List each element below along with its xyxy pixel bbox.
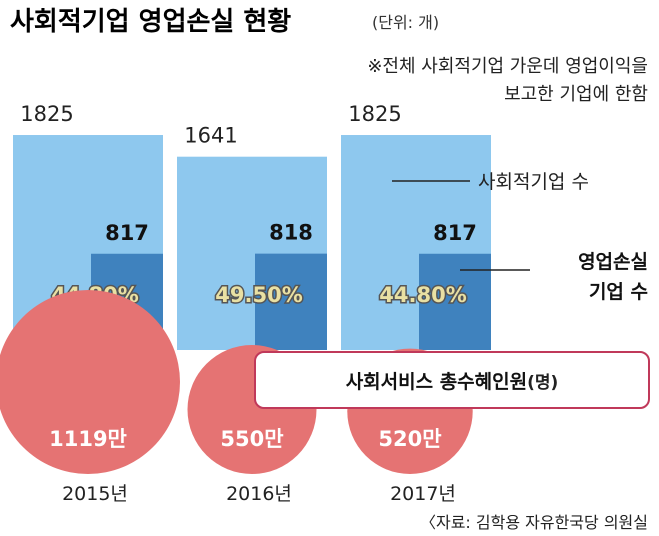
chart-title: 사회적기업 영업손실 현황 xyxy=(10,7,291,37)
people-box-title-text: 사회서비스 총수혜인원 xyxy=(346,371,527,393)
people-box-title: 사회서비스 총수혜인원(명) xyxy=(346,371,559,393)
year-label: 2016년 xyxy=(226,483,292,505)
source-label: 〈자료: 김학용 자유한국당 의원실 xyxy=(420,513,648,532)
people-value-label: 520만 xyxy=(378,427,441,451)
bar-loss xyxy=(255,253,327,350)
year-label: 2015년 xyxy=(62,483,128,505)
note-line-2: 보고한 기업에 한함 xyxy=(504,84,648,105)
years-layer: 2015년 2016년 2017년 xyxy=(62,483,456,505)
legend-loss-label-2: 기업 수 xyxy=(589,281,648,303)
legend-loss-label-1: 영업손실 xyxy=(578,251,648,273)
loss-ratio-label: 44.80% xyxy=(379,283,466,307)
bar-loss-value-label: 817 xyxy=(105,221,149,245)
bar-companies-value-label: 1825 xyxy=(20,102,73,126)
people-box-unit: (명) xyxy=(527,373,558,393)
people-value-label: 1119만 xyxy=(49,427,127,451)
loss-ratio-label: 49.50% xyxy=(215,283,302,307)
unit-label: (단위: 개) xyxy=(372,13,439,32)
year-label: 2017년 xyxy=(390,483,456,505)
bars-layer xyxy=(13,135,491,350)
people-box xyxy=(254,351,650,409)
people-circles-layer: 1119만 550만 520만 xyxy=(0,290,473,475)
bar-loss-value-label: 817 xyxy=(433,221,477,245)
people-value-label: 550만 xyxy=(220,427,283,451)
people-circle xyxy=(0,290,180,474)
legend-companies-label: 사회적기업 수 xyxy=(478,171,589,193)
bar-loss-value-label: 818 xyxy=(269,221,313,245)
bar-companies-value-label: 1825 xyxy=(348,102,401,126)
bar-companies-value-label: 1641 xyxy=(184,124,237,148)
note-line-1: ※전체 사회적기업 가운데 영업이익을 xyxy=(367,56,648,77)
